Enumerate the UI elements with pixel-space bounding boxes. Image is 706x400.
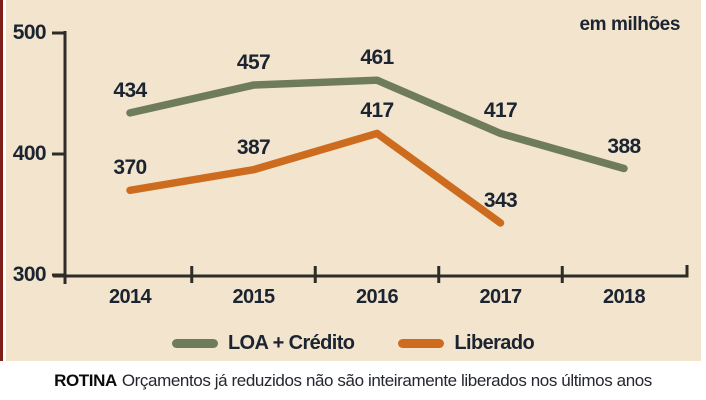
value-label: 457 (236, 51, 271, 75)
value-label: 388 (607, 134, 641, 158)
series-line-loa-cr-dito (126, 76, 628, 173)
legend: LOA + Crédito Liberado (0, 330, 706, 356)
value-label: 417 (360, 99, 394, 123)
value-label: 417 (483, 99, 518, 123)
x-axis-tick-label: 2014 (108, 286, 152, 308)
legend-item-loa-credito: LOA + Crédito (171, 331, 355, 355)
value-label: 434 (113, 78, 147, 102)
y-axis-tick-label: 500 (12, 21, 47, 44)
caption: ROTINA Orçamentos já reduzidos não são in… (0, 371, 706, 391)
x-axis-tick-label: 2015 (232, 286, 275, 308)
value-label: 387 (236, 135, 271, 159)
y-axis-tick-label: 400 (12, 142, 47, 165)
value-label: 370 (113, 156, 147, 180)
chart-svg (52, 31, 689, 284)
x-axis-tick-label: 2017 (479, 286, 522, 308)
value-label: 461 (360, 46, 394, 70)
chart-panel (6, 0, 701, 361)
unit-label: em milhões (579, 14, 680, 35)
x-axis-tick-label: 2018 (602, 286, 646, 308)
legend-label-liberado: Liberado (454, 331, 535, 354)
legend-swatch-loa-credito (171, 338, 218, 348)
x-axis-tick-label: 2016 (355, 286, 399, 308)
caption-text: Orçamentos já reduzidos não são inteiram… (121, 371, 652, 390)
legend-swatch-liberado (398, 338, 445, 348)
series-line-liberado (126, 129, 505, 227)
value-label: 343 (483, 188, 518, 212)
page-edge-strip (0, 0, 3, 361)
legend-label-loa-credito: LOA + Crédito (227, 331, 355, 354)
y-axis-tick-label: 300 (12, 263, 47, 286)
legend-item-liberado: Liberado (398, 331, 535, 355)
caption-lead: ROTINA (54, 371, 117, 390)
chart-canvas: 434 457 461 417 388 370 387 417 343 500 400 300 2014… (12, 21, 689, 308)
